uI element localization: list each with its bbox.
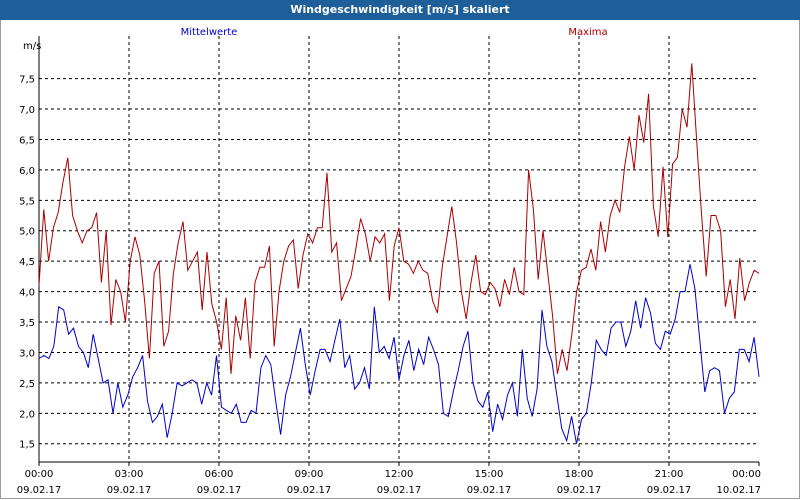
- x-tick-time: 00:00: [25, 469, 54, 480]
- y-tick-label: 7,5: [19, 75, 35, 86]
- x-tick-date: 09.02.17: [197, 485, 242, 496]
- y-tick-label: 2,0: [19, 409, 35, 420]
- series-lines: [38, 63, 760, 444]
- x-tick-time: 18:00: [565, 469, 594, 480]
- chart-frame: [0, 20, 800, 499]
- window-title: Windgeschwindigkeit [m/s] skaliert: [0, 0, 800, 20]
- y-tick-label: 7,0: [19, 105, 35, 116]
- grid: [38, 36, 760, 466]
- x-tick-date: 09.02.17: [17, 485, 62, 496]
- y-tick-label: 3,0: [19, 348, 35, 359]
- y-tick-label: 4,0: [19, 288, 35, 299]
- x-tick-time: 00:00: [732, 469, 761, 480]
- x-tick-time: 03:00: [115, 469, 144, 480]
- y-tick-label: 5,0: [19, 227, 35, 238]
- x-tick-date: 09.02.17: [647, 485, 692, 496]
- x-tick-time: 15:00: [475, 469, 504, 480]
- y-tick-labels: 1,5 2,0 2,5 3,0 3,5 4,0 4,5 5,0 5,5 6,0 6,5 7,0 7,5: [19, 75, 35, 451]
- y-tick-label: 2,5: [19, 379, 35, 390]
- legend-maxima: Maxima: [568, 27, 607, 38]
- x-tick-time: 09:00: [295, 469, 324, 480]
- x-tick-labels: 00:00 09.02.17 03:00 09.02.17 06:00 09.02.17 0…: [17, 469, 761, 496]
- y-tick-label: 3,5: [19, 318, 35, 329]
- x-tick-time: 21:00: [655, 469, 684, 480]
- series-line-mittelwerte: [38, 264, 760, 444]
- x-tick-date: 09.02.17: [377, 485, 422, 496]
- x-tick-date: 09.02.17: [287, 485, 332, 496]
- legend-mittelwerte: Mittelwerte: [181, 27, 238, 38]
- x-tick-date: 09.02.17: [557, 485, 602, 496]
- x-tick-date: 09.02.17: [107, 485, 152, 496]
- y-tick-label: 5,5: [19, 196, 35, 207]
- y-tick-label: 1,5: [19, 440, 35, 451]
- x-tick-date: 09.02.17: [467, 485, 512, 496]
- y-tick-label: 6,0: [19, 166, 35, 177]
- x-tick-time: 06:00: [205, 469, 234, 480]
- x-tick-date: 10.02.17: [716, 485, 761, 496]
- y-tick-label: 6,5: [19, 135, 35, 146]
- y-unit-label: m/s: [23, 41, 41, 52]
- series-line-maxima: [38, 63, 760, 374]
- x-tick-time: 12:00: [385, 469, 414, 480]
- y-tick-label: 4,5: [19, 257, 35, 268]
